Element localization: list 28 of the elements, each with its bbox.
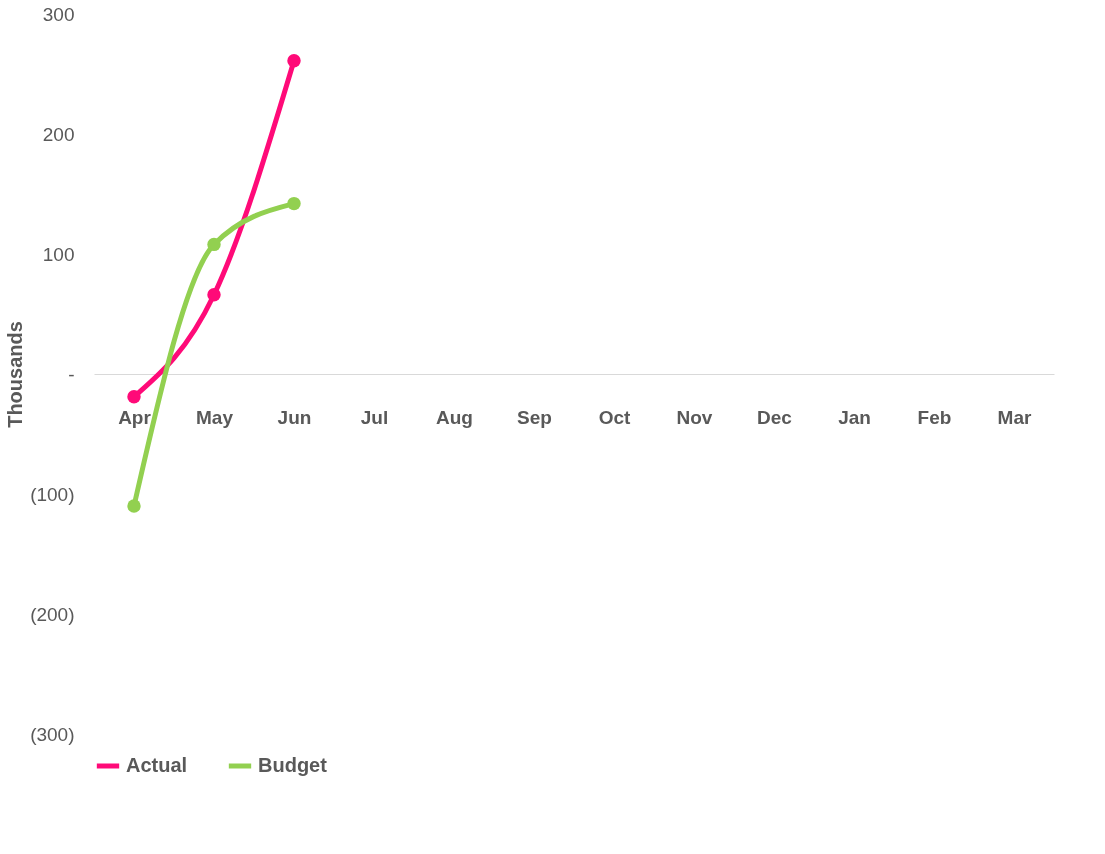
x-tick-label: May	[196, 406, 234, 428]
point	[287, 54, 301, 68]
y-tick-label: -	[68, 363, 75, 385]
y-tick-label: (100)	[30, 483, 75, 505]
x-tick-label: Nov	[676, 406, 713, 428]
x-tick-label: Jul	[360, 406, 389, 428]
point	[127, 390, 141, 404]
point	[207, 237, 221, 252]
x-tick-label: Apr	[118, 406, 152, 428]
x-tick-label: Dec	[757, 406, 793, 428]
y-axis-title: Thousands	[4, 321, 27, 428]
x-tick-label: Jan	[838, 406, 871, 428]
x-tick-label: Sep	[517, 406, 552, 428]
point	[287, 196, 301, 211]
x-tick-label: Aug	[436, 406, 473, 428]
point	[127, 499, 141, 513]
y-tick-label: (200)	[30, 603, 75, 625]
y-tick-label: 300	[42, 3, 75, 25]
y-tick-label: 100	[42, 243, 75, 265]
x-tick-label: Feb	[917, 406, 952, 428]
y-tick-label: 200	[42, 123, 75, 145]
x-tick-label: Jun	[277, 406, 312, 428]
legend-label: Actual	[126, 754, 188, 776]
legend-label: Budget	[258, 754, 328, 776]
x-tick-label: Oct	[598, 406, 631, 428]
point	[207, 288, 221, 302]
x-tick-label: Mar	[997, 406, 1032, 428]
y-tick-label: (300)	[30, 723, 75, 745]
